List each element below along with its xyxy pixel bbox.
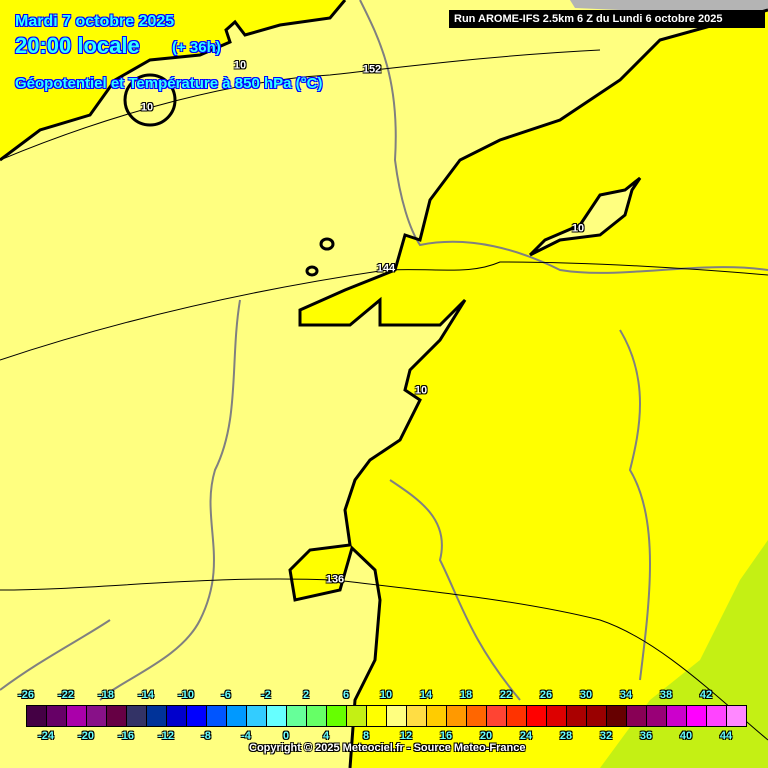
borders bbox=[0, 0, 768, 701]
color-scale-box bbox=[607, 706, 627, 726]
scale-label-top: 2 bbox=[302, 689, 310, 701]
color-scale-box bbox=[587, 706, 607, 726]
color-scale-box bbox=[387, 706, 407, 726]
scale-label-bottom: 28 bbox=[559, 730, 573, 742]
scale-label-bottom: 4 bbox=[322, 730, 330, 742]
color-scale-box bbox=[67, 706, 87, 726]
scale-label-bottom: 40 bbox=[679, 730, 693, 742]
color-scale-box bbox=[687, 706, 707, 726]
color-scale-box bbox=[107, 706, 127, 726]
scale-label-top: -6 bbox=[221, 689, 231, 701]
warm-zone-top-left bbox=[0, 0, 345, 160]
color-scale-box bbox=[487, 706, 507, 726]
color-scale bbox=[26, 705, 747, 727]
contour-label: 152 bbox=[362, 63, 382, 76]
color-scale-box bbox=[707, 706, 727, 726]
scale-label-bottom: -20 bbox=[78, 730, 94, 742]
color-scale-box bbox=[27, 706, 47, 726]
scale-label-bottom: 0 bbox=[282, 730, 290, 742]
scale-label-bottom: -12 bbox=[158, 730, 174, 742]
scale-label-bottom: -24 bbox=[38, 730, 54, 742]
contour-label: 144 bbox=[376, 262, 396, 275]
scale-label-bottom: 20 bbox=[479, 730, 493, 742]
scale-label-top: 38 bbox=[659, 689, 673, 701]
color-scale-box bbox=[727, 706, 746, 726]
color-scale-box bbox=[187, 706, 207, 726]
color-scale-box bbox=[547, 706, 567, 726]
scale-label-top: -26 bbox=[18, 689, 34, 701]
color-scale-box bbox=[327, 706, 347, 726]
scale-label-bottom: 24 bbox=[519, 730, 533, 742]
color-scale-box bbox=[307, 706, 327, 726]
scale-label-bottom: 12 bbox=[399, 730, 413, 742]
scale-label-bottom: 44 bbox=[719, 730, 733, 742]
color-scale-box bbox=[507, 706, 527, 726]
scale-label-top: -2 bbox=[261, 689, 271, 701]
copyright: Copyright © 2025 Meteociel.fr - Source M… bbox=[249, 742, 526, 754]
scale-label-top: 30 bbox=[579, 689, 593, 701]
scale-label-top: 14 bbox=[419, 689, 433, 701]
scale-label-bottom: 16 bbox=[439, 730, 453, 742]
scale-label-top: 42 bbox=[699, 689, 713, 701]
color-scale-box bbox=[207, 706, 227, 726]
color-scale-box bbox=[647, 706, 667, 726]
scale-label-top: 34 bbox=[619, 689, 633, 701]
scale-label-bottom: -16 bbox=[118, 730, 134, 742]
color-scale-box bbox=[87, 706, 107, 726]
contour-label: 10 bbox=[414, 384, 428, 397]
warm-zone-east bbox=[290, 10, 768, 768]
color-scale-box bbox=[267, 706, 287, 726]
color-scale-box bbox=[367, 706, 387, 726]
scale-label-bottom: -4 bbox=[241, 730, 251, 742]
color-scale-box bbox=[567, 706, 587, 726]
color-scale-box bbox=[347, 706, 367, 726]
color-scale-box bbox=[147, 706, 167, 726]
contour-label: 10 bbox=[233, 59, 247, 72]
color-scale-box bbox=[447, 706, 467, 726]
color-scale-box bbox=[527, 706, 547, 726]
nodata-area bbox=[570, 0, 768, 12]
scale-label-bottom: -8 bbox=[201, 730, 211, 742]
contour-label: 10 bbox=[571, 222, 585, 235]
scale-label-top: 10 bbox=[379, 689, 393, 701]
color-scale-box bbox=[167, 706, 187, 726]
color-scale-box bbox=[287, 706, 307, 726]
scale-label-top: -14 bbox=[138, 689, 154, 701]
contour-label: 136 bbox=[325, 573, 345, 586]
scale-label-top: 18 bbox=[459, 689, 473, 701]
lead-time: (+ 36h) bbox=[172, 39, 221, 56]
scale-label-bottom: 32 bbox=[599, 730, 613, 742]
scale-label-top: -10 bbox=[178, 689, 194, 701]
scale-label-top: -18 bbox=[98, 689, 114, 701]
scale-label-bottom: 8 bbox=[362, 730, 370, 742]
color-scale-box bbox=[247, 706, 267, 726]
color-scale-box bbox=[227, 706, 247, 726]
color-scale-box bbox=[127, 706, 147, 726]
scale-label-top: -22 bbox=[58, 689, 74, 701]
color-scale-box bbox=[667, 706, 687, 726]
color-scale-box bbox=[627, 706, 647, 726]
color-scale-box bbox=[47, 706, 67, 726]
scale-label-top: 6 bbox=[342, 689, 350, 701]
scale-label-top: 22 bbox=[499, 689, 513, 701]
run-info-banner: Run AROME-IFS 2.5km 6 Z du Lundi 6 octob… bbox=[449, 10, 765, 28]
scale-label-bottom: 36 bbox=[639, 730, 653, 742]
color-scale-box bbox=[467, 706, 487, 726]
forecast-time: 20:00 locale bbox=[15, 33, 140, 58]
parameter-title: Géopotentiel et Température à 850 hPa (°… bbox=[15, 75, 323, 92]
color-scale-box bbox=[407, 706, 427, 726]
geopotential-contours bbox=[0, 49, 768, 741]
contour-label: 10 bbox=[140, 101, 154, 114]
color-scale-box bbox=[427, 706, 447, 726]
forecast-date: Mardi 7 octobre 2025 bbox=[15, 13, 175, 30]
scale-label-top: 26 bbox=[539, 689, 553, 701]
